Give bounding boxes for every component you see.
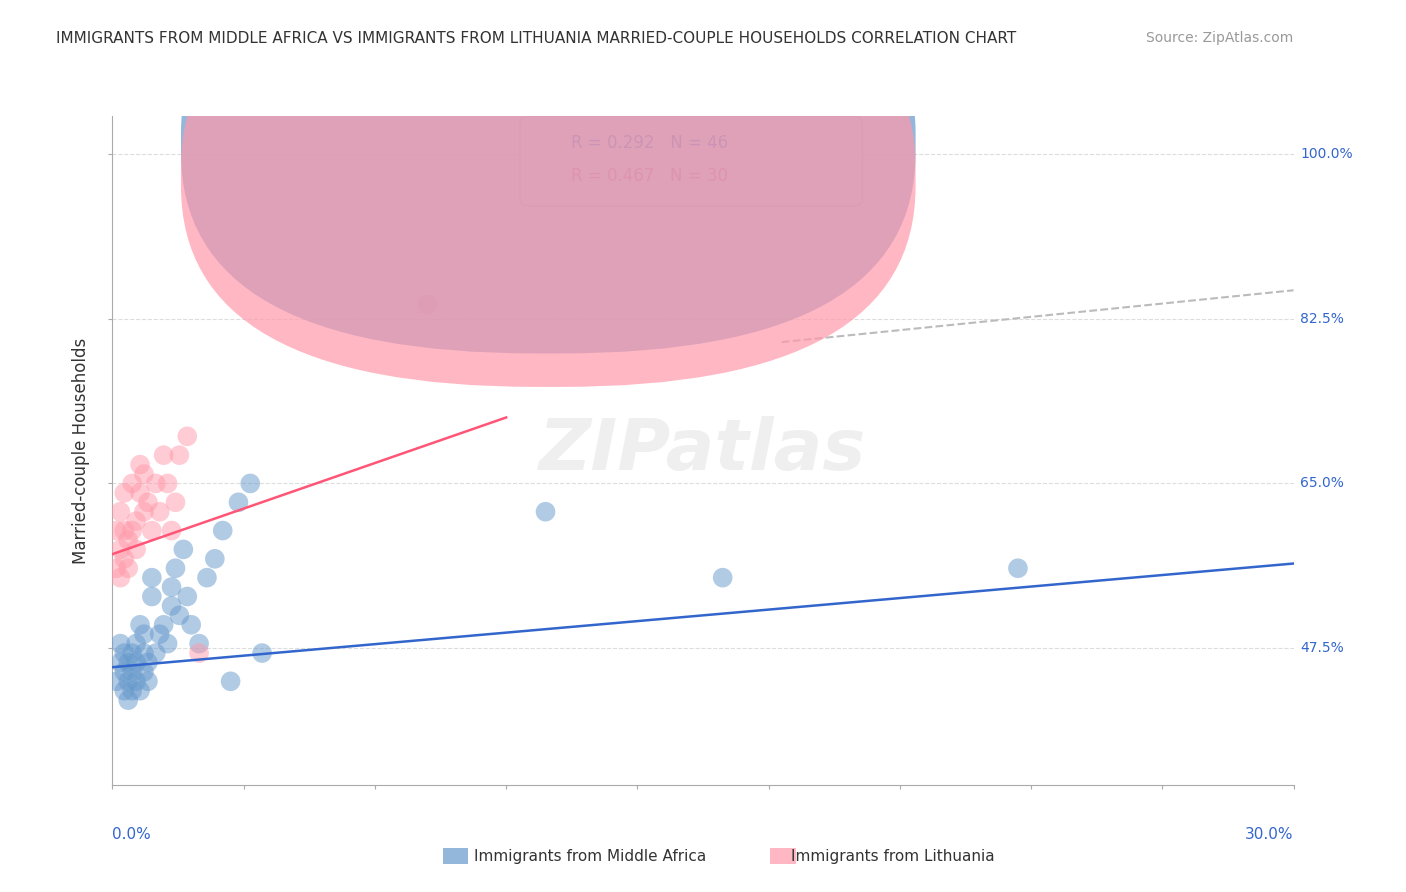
Point	[112, 665, 135, 679]
Point	[132, 505, 155, 519]
Point	[117, 693, 139, 707]
Text: 82.5%: 82.5%	[1301, 311, 1344, 326]
Text: Immigrants from Lithuania: Immigrants from Lithuania	[792, 849, 994, 863]
Point	[112, 551, 135, 566]
Point	[169, 608, 191, 623]
Text: 100.0%: 100.0%	[1301, 146, 1353, 161]
Point	[219, 674, 242, 689]
Text: Immigrants from Middle Africa: Immigrants from Middle Africa	[474, 849, 707, 863]
Text: IMMIGRANTS FROM MIDDLE AFRICA VS IMMIGRANTS FROM LITHUANIA MARRIED-COUPLE HOUSEH: IMMIGRANTS FROM MIDDLE AFRICA VS IMMIGRA…	[56, 31, 1017, 46]
Point	[160, 524, 183, 538]
Point	[132, 665, 155, 679]
Point	[195, 571, 218, 585]
FancyBboxPatch shape	[181, 0, 915, 353]
Point	[112, 486, 135, 500]
Point	[129, 458, 152, 472]
Point	[121, 665, 143, 679]
Point	[136, 674, 159, 689]
Point	[156, 637, 179, 651]
Point	[129, 617, 152, 632]
Point	[117, 656, 139, 670]
Point	[121, 683, 143, 698]
Point	[180, 617, 202, 632]
Point	[125, 674, 148, 689]
Point	[188, 637, 211, 651]
Point	[105, 561, 128, 575]
Point	[125, 514, 148, 528]
Point	[141, 524, 163, 538]
Point	[250, 646, 273, 660]
Point	[239, 476, 262, 491]
Point	[152, 448, 174, 462]
Text: R = 0.292   N = 46: R = 0.292 N = 46	[571, 134, 728, 152]
Point	[169, 448, 191, 462]
Point	[112, 524, 135, 538]
Point	[204, 551, 226, 566]
Point	[132, 467, 155, 481]
Point	[121, 646, 143, 660]
Point	[149, 627, 172, 641]
Text: 47.5%: 47.5%	[1301, 641, 1344, 656]
Point	[132, 627, 155, 641]
Point	[165, 561, 187, 575]
FancyBboxPatch shape	[181, 0, 915, 387]
Point	[105, 524, 128, 538]
Point	[110, 637, 132, 651]
Point	[125, 656, 148, 670]
Point	[110, 656, 132, 670]
Point	[152, 617, 174, 632]
Point	[129, 486, 152, 500]
Point	[172, 542, 194, 557]
Point	[176, 429, 198, 443]
Text: 30.0%: 30.0%	[1246, 827, 1294, 841]
Point	[110, 542, 132, 557]
Point	[188, 646, 211, 660]
Point	[416, 297, 439, 311]
Point	[117, 561, 139, 575]
FancyBboxPatch shape	[520, 116, 862, 206]
Point	[125, 542, 148, 557]
Point	[149, 505, 172, 519]
Point	[112, 683, 135, 698]
Text: ZIPatlas: ZIPatlas	[540, 416, 866, 485]
Point	[121, 524, 143, 538]
Point	[121, 476, 143, 491]
Point	[125, 637, 148, 651]
Point	[136, 495, 159, 509]
Text: 0.0%: 0.0%	[112, 827, 152, 841]
Point	[129, 683, 152, 698]
Point	[534, 505, 557, 519]
Point	[145, 646, 167, 660]
Bar	[770, 848, 796, 864]
Point	[117, 533, 139, 547]
Point	[136, 656, 159, 670]
Point	[110, 571, 132, 585]
Point	[1007, 561, 1029, 575]
Point	[117, 674, 139, 689]
Point	[160, 599, 183, 613]
Text: Source: ZipAtlas.com: Source: ZipAtlas.com	[1146, 31, 1294, 45]
Point	[132, 646, 155, 660]
Point	[110, 505, 132, 519]
Point	[176, 590, 198, 604]
Text: 65.0%: 65.0%	[1301, 476, 1344, 491]
Point	[145, 476, 167, 491]
Point	[156, 476, 179, 491]
Point	[211, 524, 233, 538]
Point	[160, 580, 183, 594]
Text: R = 0.467   N = 30: R = 0.467 N = 30	[571, 167, 728, 186]
Point	[165, 495, 187, 509]
Point	[141, 571, 163, 585]
Y-axis label: Married-couple Households: Married-couple Households	[72, 337, 90, 564]
Point	[105, 674, 128, 689]
Bar	[443, 848, 468, 864]
Point	[228, 495, 250, 509]
Point	[112, 646, 135, 660]
Point	[141, 590, 163, 604]
Point	[711, 571, 734, 585]
